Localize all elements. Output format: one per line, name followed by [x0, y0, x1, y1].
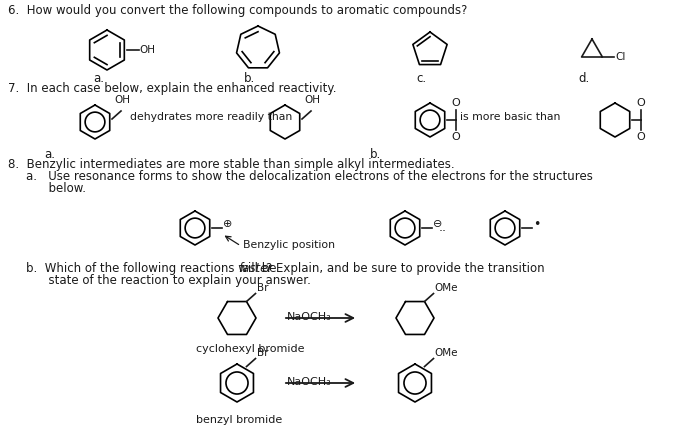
Text: b.  Which of the following reactions will be: b. Which of the following reactions will… [26, 262, 280, 275]
Text: OH: OH [114, 95, 130, 105]
Text: ..: .. [439, 220, 447, 234]
Text: faster: faster [239, 262, 272, 275]
Text: Br: Br [256, 348, 268, 357]
Text: Benzylic position: Benzylic position [243, 240, 335, 250]
Text: 8.  Benzylic intermediates are more stable than simple alkyl intermediates.: 8. Benzylic intermediates are more stabl… [8, 158, 454, 171]
Text: Br: Br [256, 282, 268, 293]
Text: O: O [636, 98, 645, 108]
Text: NaOCH₃: NaOCH₃ [287, 312, 332, 322]
Text: is more basic than: is more basic than [460, 112, 561, 122]
Text: a.: a. [93, 72, 104, 85]
Text: OMe: OMe [435, 348, 458, 357]
Text: 7.  In each case below, explain the enhanced reactivity.: 7. In each case below, explain the enhan… [8, 82, 337, 95]
Text: Cl: Cl [615, 52, 626, 62]
Text: ⊕: ⊕ [223, 219, 232, 229]
Text: dehydrates more readily than: dehydrates more readily than [130, 112, 293, 122]
Text: 6.  How would you convert the following compounds to aromatic compounds?: 6. How would you convert the following c… [8, 4, 468, 17]
Text: OH: OH [304, 95, 320, 105]
Text: a.   Use resonance forms to show the delocalization electrons of the electrons f: a. Use resonance forms to show the deloc… [26, 170, 593, 183]
Text: •: • [533, 217, 540, 231]
Text: below.: below. [26, 182, 86, 195]
Text: b.: b. [370, 148, 382, 161]
Text: O: O [452, 98, 461, 108]
Text: ? Explain, and be sure to provide the transition: ? Explain, and be sure to provide the tr… [266, 262, 545, 275]
Text: NaOCH₃: NaOCH₃ [287, 377, 332, 387]
Text: O: O [452, 132, 461, 142]
Text: d.: d. [578, 72, 589, 85]
Text: OMe: OMe [435, 282, 458, 293]
Text: b.: b. [244, 72, 256, 85]
Text: benzyl bromide: benzyl bromide [196, 415, 282, 425]
Text: a.: a. [44, 148, 55, 161]
Text: state of the reaction to explain your answer.: state of the reaction to explain your an… [26, 274, 311, 287]
Text: ⊖: ⊖ [433, 219, 442, 229]
Text: c.: c. [416, 72, 426, 85]
Text: O: O [636, 132, 645, 142]
Text: OH: OH [139, 45, 155, 55]
Text: cyclohexyl bromide: cyclohexyl bromide [196, 344, 304, 354]
